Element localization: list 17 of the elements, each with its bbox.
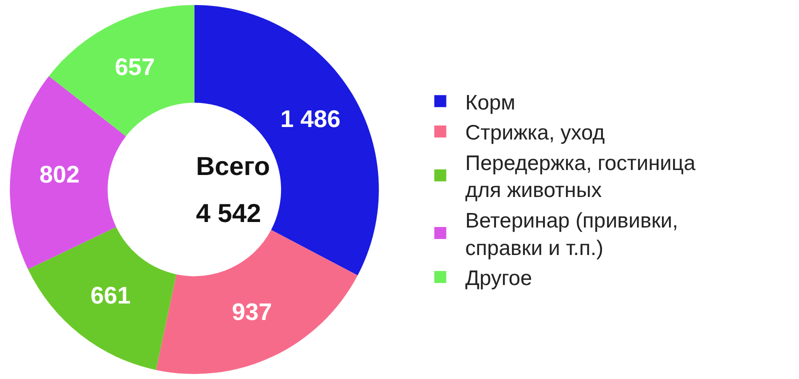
donut-slice — [156, 230, 358, 374]
donut-slice — [10, 76, 126, 270]
text: 4 542 — [196, 198, 262, 228]
data-label: 1 486 — [280, 106, 340, 133]
text: Всего — [196, 151, 270, 181]
legend-label: Передержка, гостиница для животных — [465, 152, 696, 202]
legend-label: Другое — [465, 267, 532, 290]
data-label: 657 — [114, 54, 155, 82]
data-label: 802 — [40, 161, 80, 188]
donut-slice — [28, 226, 176, 370]
data-label: 937 — [232, 298, 272, 326]
donut-slice — [48, 5, 194, 136]
legend-label: Ветеринар (прививки, справки и т.п.) — [465, 210, 678, 260]
data-label: 661 — [90, 282, 131, 310]
legend-label: Корм — [465, 91, 516, 114]
donut-slice — [194, 5, 379, 276]
legend-label: Стрижка, уход — [465, 122, 605, 145]
